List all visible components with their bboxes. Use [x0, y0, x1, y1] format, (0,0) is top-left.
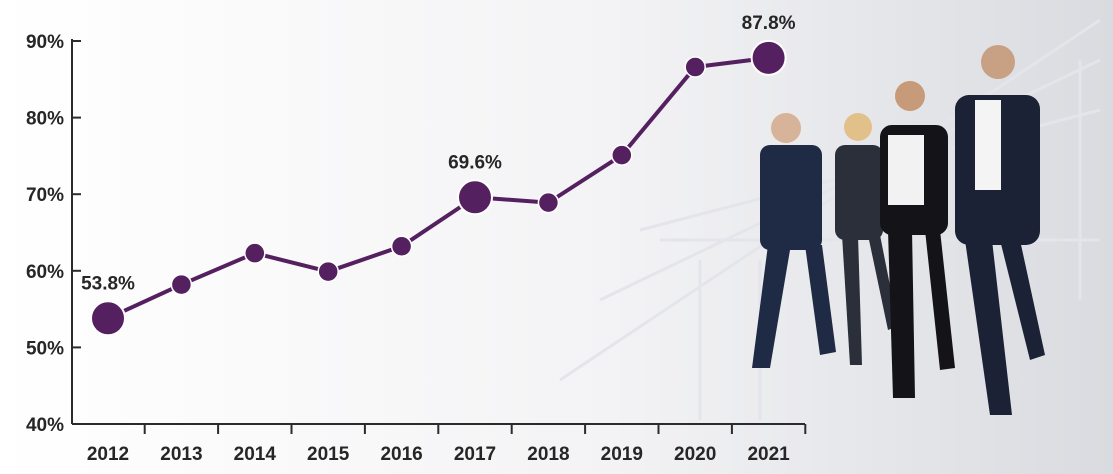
data-label: 53.8% — [81, 273, 135, 294]
data-point — [684, 56, 706, 78]
series-line — [107, 55, 769, 321]
x-tick-label: 2019 — [601, 444, 643, 465]
data-point — [611, 144, 633, 166]
x-tick-label: 2014 — [234, 444, 277, 465]
x-tick-label: 2015 — [307, 444, 350, 465]
x-tick-label: 2016 — [380, 444, 422, 465]
data-point — [244, 242, 266, 264]
x-tick-label: 2020 — [674, 444, 716, 465]
x-tick-label: 2013 — [160, 444, 202, 465]
y-tick-label: 40% — [26, 415, 64, 436]
x-tick-label: 2017 — [454, 444, 496, 465]
y-tick-label: 70% — [26, 185, 64, 206]
data-point — [170, 273, 193, 296]
y-tick-label: 50% — [26, 338, 64, 359]
x-tick-label: 2012 — [87, 444, 129, 465]
y-tick-label: 80% — [26, 109, 64, 130]
y-tick-label: 60% — [26, 262, 64, 283]
data-point — [390, 235, 413, 258]
y-tick-label: 90% — [26, 32, 64, 53]
data-label: 69.6% — [448, 152, 502, 173]
data-point — [537, 191, 560, 214]
data-label: 87.8% — [742, 13, 796, 34]
highlight-point — [750, 39, 787, 76]
x-tick-label: 2018 — [527, 444, 569, 465]
highlight-point — [90, 300, 126, 337]
highlight-point — [457, 179, 493, 216]
people-illustration — [752, 45, 1045, 415]
x-tick-label: 2021 — [747, 444, 790, 465]
data-point — [317, 260, 339, 283]
